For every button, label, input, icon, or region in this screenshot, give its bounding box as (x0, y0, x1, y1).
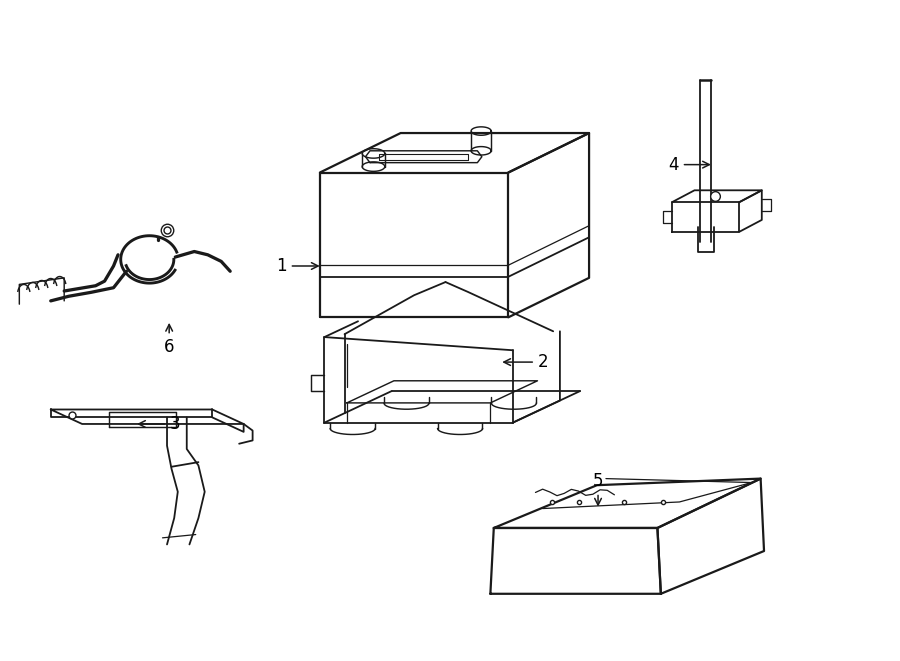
Text: 5: 5 (593, 472, 603, 505)
Text: 3: 3 (139, 415, 181, 433)
Text: 6: 6 (164, 325, 175, 356)
Text: 2: 2 (504, 353, 549, 371)
Text: 4: 4 (669, 155, 709, 174)
Text: 1: 1 (276, 257, 318, 275)
